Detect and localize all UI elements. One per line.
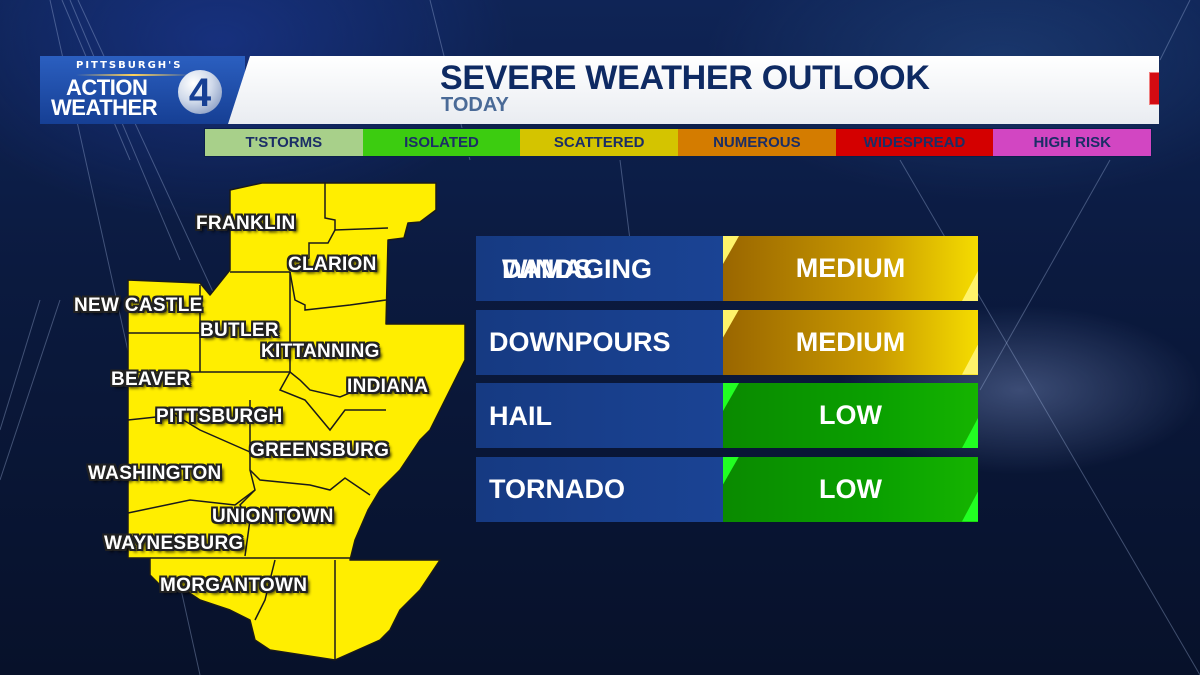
risk-level-badge: MEDIUM xyxy=(723,309,978,375)
risk-row-hail: HAIL LOW xyxy=(476,383,978,448)
page-subtitle: TODAY xyxy=(441,94,509,116)
legend-tstorms: T'STORMS xyxy=(205,129,363,156)
city-label-clarion: CLARION xyxy=(288,254,377,275)
logo-divider xyxy=(76,74,191,76)
city-label-new-castle: NEW CASTLE xyxy=(74,295,203,316)
hazard-name: DAMAGING WINDS xyxy=(476,236,723,301)
risk-category-legend: T'STORMS ISOLATED SCATTERED NUMEROUS WID… xyxy=(204,128,1152,157)
alert-badge: ALERT ! xyxy=(1149,72,1194,105)
alert-label: ALERT xyxy=(1166,77,1194,99)
risk-row-downpours: DOWNPOURS MEDIUM xyxy=(476,309,978,375)
city-label-uniontown: UNIONTOWN xyxy=(212,506,334,527)
city-label-greensburg: GREENSBURG xyxy=(250,440,390,461)
region-map: FRANKLIN CLARION NEW CASTLE BUTLER KITTA… xyxy=(0,0,480,675)
city-label-kittanning: KITTANNING xyxy=(261,341,380,362)
hazard-label: TORNADO xyxy=(489,474,626,504)
legend-numerous: NUMEROUS xyxy=(678,129,836,156)
logo-top-text: PITTSBURGH'S xyxy=(76,60,183,71)
risk-level-value: LOW xyxy=(819,400,882,430)
title-panel: SEVERE WEATHER OUTLOOK TODAY ALERT ! xyxy=(228,56,1159,124)
city-label-pittsburgh: PITTSBURGH xyxy=(156,406,283,427)
header-bar: PITTSBURGH'S ACTION WEATHER 4 SEVERE WEA… xyxy=(40,56,1159,124)
hazard-label-line1: DAMAGING xyxy=(502,253,652,284)
station-logo: PITTSBURGH'S ACTION WEATHER 4 xyxy=(40,56,245,124)
city-label-indiana: INDIANA xyxy=(347,376,429,397)
risk-level-badge: LOW xyxy=(723,383,978,448)
hazard-name: HAIL xyxy=(476,383,723,448)
city-label-franklin: FRANKLIN xyxy=(196,213,296,234)
risk-row-damaging-winds: DAMAGING WINDS MEDIUM xyxy=(476,236,978,301)
hazard-name: DOWNPOURS xyxy=(476,309,723,375)
hazard-risk-table: DAMAGING WINDS MEDIUM DOWNPOURS MEDIUM HA… xyxy=(476,236,978,530)
risk-row-tornado: TORNADO LOW xyxy=(476,456,978,522)
hazard-label: HAIL xyxy=(489,400,552,431)
risk-level-badge: MEDIUM xyxy=(723,236,978,301)
legend-isolated: ISOLATED xyxy=(362,129,521,156)
logo-weather-text: WEATHER xyxy=(51,95,158,120)
hazard-name: TORNADO xyxy=(476,456,723,522)
legend-widespread: WIDESPREAD xyxy=(835,129,994,156)
city-label-waynesburg: WAYNESBURG xyxy=(104,533,244,554)
risk-level-value: LOW xyxy=(819,473,882,504)
county-map-shape xyxy=(127,182,466,661)
legend-scattered: SCATTERED xyxy=(520,129,679,156)
risk-level-badge: LOW xyxy=(723,456,978,522)
page-title: SEVERE WEATHER OUTLOOK xyxy=(440,59,930,97)
logo-action-text: ACTION xyxy=(66,75,148,100)
hazard-label: DOWNPOURS xyxy=(489,327,671,357)
risk-level-value: MEDIUM xyxy=(795,253,906,283)
risk-level-value: MEDIUM xyxy=(795,326,906,357)
city-label-butler: BUTLER xyxy=(200,320,279,341)
city-label-beaver: BEAVER xyxy=(111,369,191,390)
city-label-morgantown: MORGANTOWN xyxy=(160,575,308,596)
channel-4-icon: 4 xyxy=(178,70,222,115)
hazard-label-line2: WINDS xyxy=(502,253,592,284)
city-label-washington: WASHINGTON xyxy=(88,463,222,484)
legend-high-risk: HIGH RISK xyxy=(993,129,1152,156)
